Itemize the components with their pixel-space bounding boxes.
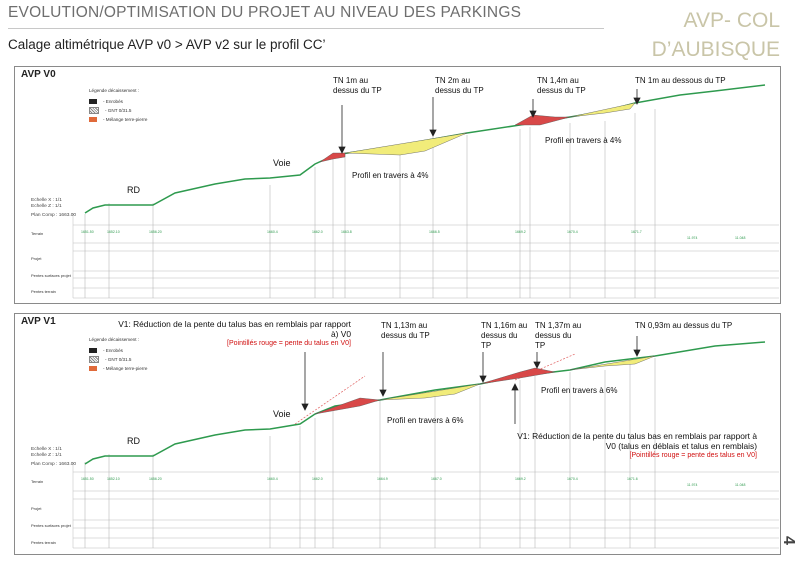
svg-text:1662.0: 1662.0	[312, 230, 323, 234]
slide-title: EVOLUTION/OPTIMISATION DU PROJET AU NIVE…	[8, 4, 522, 21]
svg-text:1669.2: 1669.2	[515, 477, 526, 481]
svg-text:1670.4: 1670.4	[567, 230, 578, 234]
svg-text:1662.0: 1662.0	[312, 477, 323, 481]
label-profil-1: Profil en travers à 4%	[352, 171, 429, 180]
band-label-pentes-terrain: Pentes terrain	[31, 540, 56, 545]
svg-text:1666.5: 1666.5	[429, 230, 440, 234]
legend-item: - Mélange terre-pierre	[89, 366, 147, 371]
legend-item: - Enrobés	[89, 348, 147, 353]
orange-swatch-icon	[89, 366, 97, 371]
profile-drawing-v1: 1651.50 1652.10 1656.20 1660.4 1662.0 1664.…	[72, 336, 779, 549]
scale-info: Echelle X : 1/1 Echelle Z : 1/1 Plan Com…	[31, 198, 77, 218]
black-swatch-icon	[89, 348, 97, 353]
hatched-swatch-icon	[89, 107, 99, 114]
svg-text:1671.6: 1671.6	[627, 477, 638, 481]
svg-text:1671.7: 1671.7	[631, 230, 642, 234]
svg-text:1664.9: 1664.9	[377, 477, 388, 481]
band-label-pentes-projet: Pentes surfaces projet	[31, 523, 71, 528]
note-top-text: V1: Réduction de la pente du talus bas e…	[118, 319, 351, 339]
label-profil-1: Profil en travers à 6%	[387, 416, 464, 425]
label-voie: Voie	[273, 409, 291, 419]
svg-text:1651.50: 1651.50	[81, 477, 94, 481]
page-number: 4	[780, 536, 797, 545]
brand-block: AVP- COL D’AUBISQUE	[620, 6, 780, 64]
panel-avp-v0: 1651.50 1652.10 1656.20 1660.4 1662.0 1663.…	[14, 66, 781, 304]
legend-heading: Légende décaissement :	[89, 337, 140, 342]
svg-text:1660.4: 1660.4	[267, 477, 278, 481]
svg-text:1652.10: 1652.10	[107, 477, 120, 481]
svg-text:1656.20: 1656.20	[149, 477, 162, 481]
legend-item: - Mélange terre-pierre	[89, 117, 147, 122]
legend-item: - Enrobés	[89, 99, 147, 104]
note-right-red: [Pointillés rouge = pente des talus en V…	[629, 452, 757, 459]
tn-label-3: TN 1,37m au dessus du TP	[535, 321, 582, 350]
tn-label-3: TN 1,4m au dessus du TP	[537, 76, 586, 95]
band-label-terrain: Terrain	[31, 231, 44, 236]
note-right: V1: Réduction de la pente du talus bas e…	[517, 431, 757, 461]
label-profil-2: Profil en travers à 6%	[541, 386, 618, 395]
svg-text:11.048: 11.048	[735, 236, 745, 240]
scale-info: Echelle X : 1/1 Echelle Z : 1/1 Plan Com…	[31, 447, 77, 467]
tn-label-1: TN 1m au dessus du TP	[333, 76, 382, 95]
note-top-red: [Pointillés rouge = pente du talus en V0…	[227, 340, 351, 347]
tn-label-4: TN 1m au dessous du TP	[635, 76, 726, 85]
svg-text:1660.4: 1660.4	[267, 230, 278, 234]
legend: Légende décaissement : - Enrobés - GNT 0…	[89, 88, 147, 125]
tn-label-2: TN 1,16m au dessus du TP	[481, 321, 528, 350]
slide-subtitle: Calage altimétrique AVP v0 > AVP v2 sur …	[8, 37, 326, 52]
band-label-pentes-terrain: Pentes terrain	[31, 289, 56, 294]
svg-text:1652.10: 1652.10	[107, 230, 120, 234]
band-label-terrain: Terrain	[31, 479, 44, 484]
band-label-projet: Projet	[31, 506, 42, 511]
label-rd: RD	[127, 436, 140, 446]
plan-comp: Plan Comp : 1663.00	[31, 213, 77, 218]
svg-text:1670.4: 1670.4	[567, 477, 578, 481]
tn-label-4: TN 0,93m au dessus du TP	[635, 321, 733, 330]
tn-label-1: TN 1,13m au dessus du TP	[381, 321, 430, 340]
black-swatch-icon	[89, 99, 97, 104]
panel-title: AVP V1	[21, 316, 56, 327]
label-voie: Voie	[273, 158, 291, 168]
band-label-projet: Projet	[31, 256, 42, 261]
label-rd: RD	[127, 185, 140, 195]
profile-drawing-v0: 1651.50 1652.10 1656.20 1660.4 1662.0 1663.…	[72, 84, 779, 299]
legend-item: - GNT 0/31.5	[89, 107, 147, 114]
svg-text:11.974: 11.974	[687, 236, 697, 240]
legend: Légende décaissement : - Enrobés - GNT 0…	[89, 337, 147, 374]
label-profil-2: Profil en travers à 4%	[545, 136, 622, 145]
band-label-pentes-projet: Pentes surfaces projet	[31, 273, 71, 278]
svg-text:1667.0: 1667.0	[431, 477, 442, 481]
panel-avp-v1: 1651.50 1652.10 1656.20 1660.4 1662.0 1664.…	[14, 313, 781, 555]
svg-text:1669.2: 1669.2	[515, 230, 526, 234]
svg-text:11.974: 11.974	[687, 483, 697, 487]
note-top: V1: Réduction de la pente du talus bas e…	[115, 319, 351, 349]
svg-text:1651.50: 1651.50	[81, 230, 94, 234]
svg-text:11.048: 11.048	[735, 483, 745, 487]
plan-comp: Plan Comp : 1663.00	[31, 462, 77, 467]
svg-text:1663.8: 1663.8	[341, 230, 352, 234]
note-right-text: V1: Réduction de la pente du talus bas e…	[517, 431, 757, 451]
legend-item: - GNT 0/31.5	[89, 356, 147, 363]
hatched-swatch-icon	[89, 356, 99, 363]
orange-swatch-icon	[89, 117, 97, 122]
panel-title: AVP V0	[21, 69, 56, 80]
svg-text:1656.20: 1656.20	[149, 230, 162, 234]
brand-line-2: D’AUBISQUE	[651, 38, 780, 61]
title-underline	[8, 28, 604, 29]
brand-line-1: AVP- COL	[683, 9, 780, 32]
tn-label-2: TN 2m au dessus du TP	[435, 76, 484, 95]
legend-heading: Légende décaissement :	[89, 88, 140, 93]
